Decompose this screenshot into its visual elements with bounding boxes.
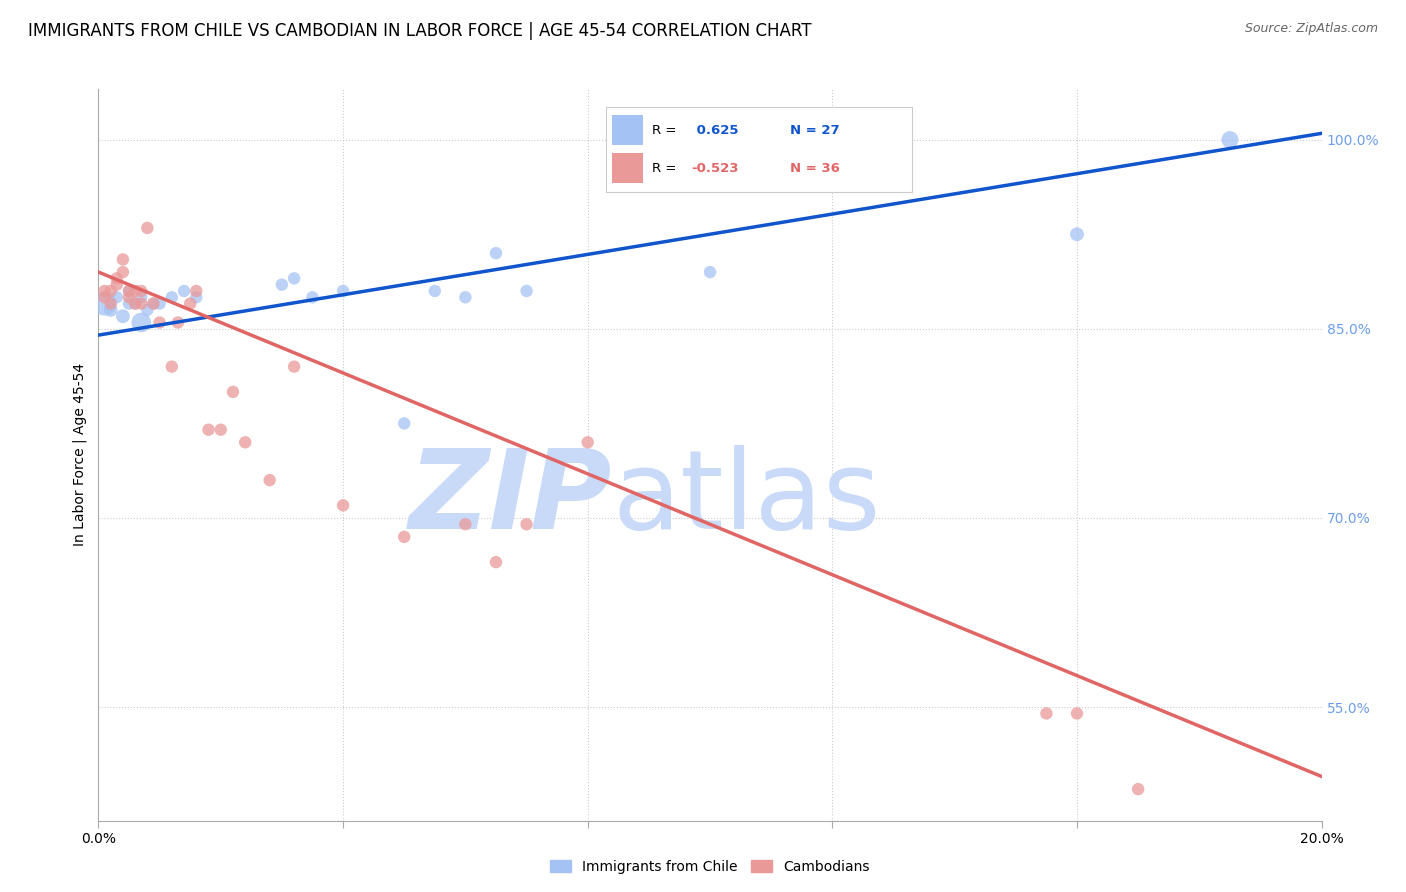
Point bbox=[332, 284, 354, 298]
Point bbox=[124, 284, 146, 298]
Legend: Immigrants from Chile, Cambodians: Immigrants from Chile, Cambodians bbox=[544, 855, 876, 880]
Point bbox=[129, 284, 152, 298]
Point bbox=[118, 296, 141, 310]
Point bbox=[1219, 133, 1241, 147]
Point bbox=[142, 296, 165, 310]
Point bbox=[105, 271, 128, 285]
Point bbox=[129, 290, 152, 304]
Point bbox=[105, 277, 128, 292]
Point bbox=[1128, 782, 1150, 797]
Point bbox=[111, 309, 134, 323]
Point bbox=[118, 284, 141, 298]
Point bbox=[167, 316, 190, 330]
Point bbox=[283, 359, 305, 374]
Point bbox=[485, 246, 508, 260]
Point bbox=[142, 296, 165, 310]
Point bbox=[136, 302, 159, 317]
Point bbox=[1066, 706, 1088, 721]
Point bbox=[423, 284, 446, 298]
Point bbox=[136, 221, 159, 235]
Point bbox=[392, 530, 416, 544]
Point bbox=[485, 555, 508, 569]
Point bbox=[576, 435, 599, 450]
Point bbox=[129, 316, 152, 330]
Point bbox=[392, 417, 416, 431]
Point bbox=[454, 290, 477, 304]
Point bbox=[173, 284, 195, 298]
Point bbox=[1066, 227, 1088, 242]
Point bbox=[186, 290, 208, 304]
Point bbox=[149, 296, 172, 310]
Point bbox=[93, 290, 115, 304]
Point bbox=[209, 423, 232, 437]
Point bbox=[1035, 706, 1057, 721]
Point bbox=[270, 277, 292, 292]
Point bbox=[100, 296, 122, 310]
Point bbox=[118, 284, 141, 298]
Point bbox=[129, 296, 152, 310]
Text: IMMIGRANTS FROM CHILE VS CAMBODIAN IN LABOR FORCE | AGE 45-54 CORRELATION CHART: IMMIGRANTS FROM CHILE VS CAMBODIAN IN LA… bbox=[28, 22, 811, 40]
Point bbox=[516, 284, 538, 298]
Text: atlas: atlas bbox=[612, 445, 880, 552]
Point bbox=[124, 296, 146, 310]
Point bbox=[93, 296, 115, 310]
Point bbox=[301, 290, 323, 304]
Point bbox=[100, 284, 122, 298]
Text: ZIP: ZIP bbox=[409, 445, 612, 552]
Point bbox=[179, 296, 201, 310]
Text: Source: ZipAtlas.com: Source: ZipAtlas.com bbox=[1244, 22, 1378, 36]
Y-axis label: In Labor Force | Age 45-54: In Labor Force | Age 45-54 bbox=[73, 363, 87, 547]
Point bbox=[118, 290, 141, 304]
Point bbox=[111, 265, 134, 279]
Point bbox=[160, 290, 183, 304]
Point bbox=[454, 517, 477, 532]
Point bbox=[233, 435, 256, 450]
Point bbox=[222, 384, 245, 399]
Point bbox=[93, 284, 115, 298]
Point bbox=[105, 290, 128, 304]
Point bbox=[259, 473, 281, 487]
Point bbox=[516, 517, 538, 532]
Point bbox=[100, 302, 122, 317]
Point bbox=[332, 499, 354, 513]
Point bbox=[111, 252, 134, 267]
Point bbox=[186, 284, 208, 298]
Point bbox=[160, 359, 183, 374]
Point bbox=[699, 265, 721, 279]
Point bbox=[197, 423, 219, 437]
Point bbox=[283, 271, 305, 285]
Point bbox=[124, 296, 146, 310]
Point bbox=[149, 316, 172, 330]
